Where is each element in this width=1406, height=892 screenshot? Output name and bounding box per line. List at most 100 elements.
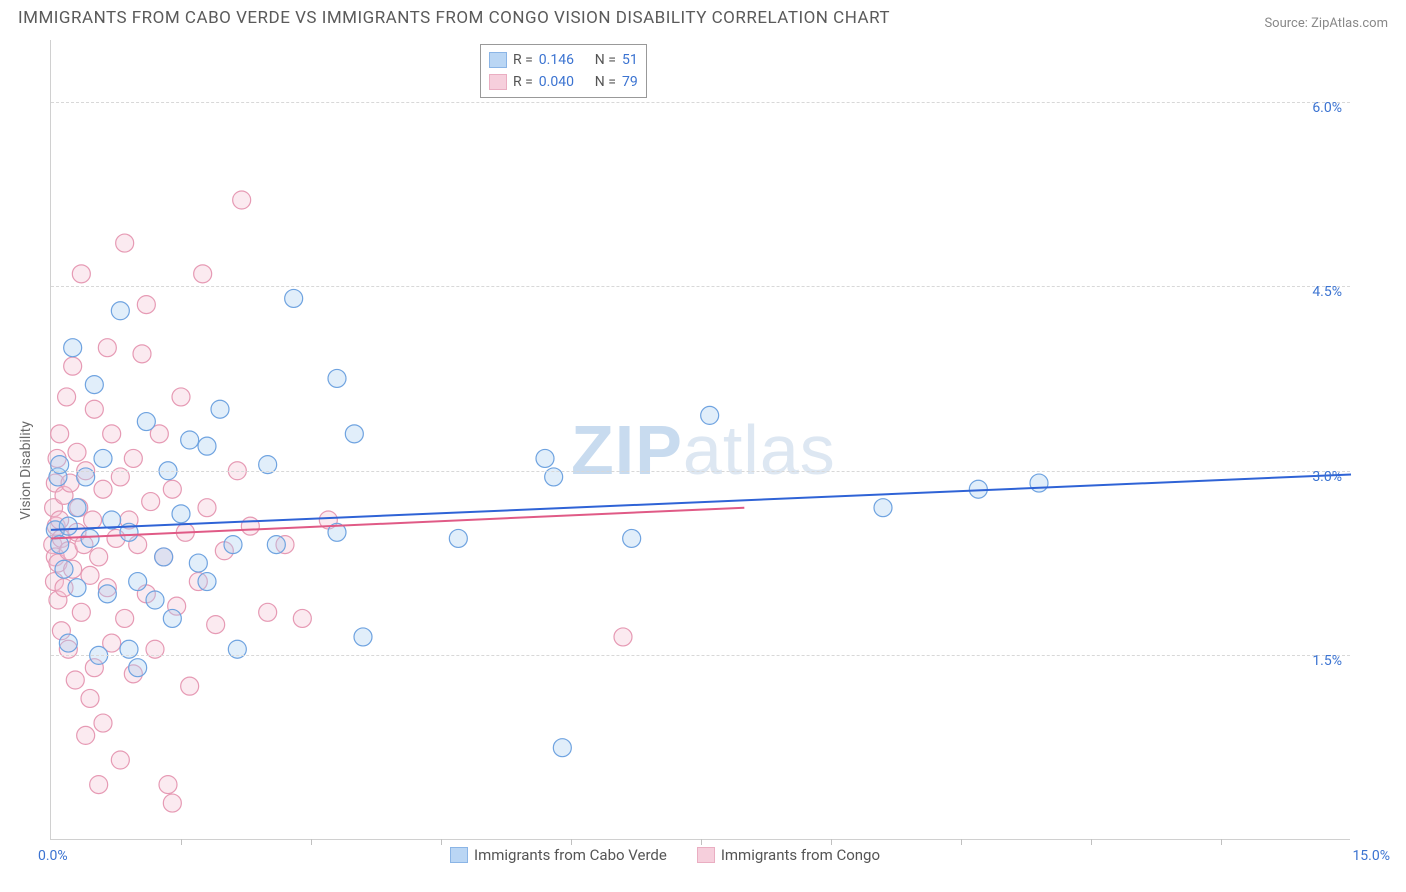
data-point-congo — [72, 603, 90, 621]
data-point-cabo_verde — [211, 400, 229, 418]
legend-N-value: 51 — [622, 52, 638, 68]
data-point-congo — [198, 499, 216, 517]
data-point-congo — [116, 609, 134, 627]
data-point-cabo_verde — [59, 517, 77, 535]
x-axis-min: 0.0% — [38, 848, 68, 864]
data-point-cabo_verde — [345, 425, 363, 443]
legend-series: Immigrants from Cabo Verde Immigrants fro… — [450, 846, 880, 864]
data-point-congo — [51, 425, 69, 443]
data-point-cabo_verde — [111, 302, 129, 320]
data-point-congo — [81, 689, 99, 707]
data-point-cabo_verde — [68, 579, 86, 597]
svg-layer — [51, 40, 1351, 840]
data-point-cabo_verde — [1030, 474, 1048, 492]
data-point-congo — [58, 388, 76, 406]
data-point-cabo_verde — [354, 628, 372, 646]
data-point-congo — [172, 388, 190, 406]
x-tick — [1221, 839, 1222, 845]
legend-label: Immigrants from Congo — [721, 846, 880, 864]
data-point-congo — [90, 548, 108, 566]
data-point-cabo_verde — [64, 339, 82, 357]
data-point-cabo_verde — [553, 739, 571, 757]
data-point-congo — [163, 480, 181, 498]
data-point-congo — [66, 671, 84, 689]
data-point-congo — [77, 726, 95, 744]
data-point-cabo_verde — [189, 554, 207, 572]
legend-stats: R =0.146N =51R =0.040N =79 — [480, 44, 647, 98]
legend-N-label: N = — [595, 74, 616, 90]
legend-N-value: 79 — [622, 74, 638, 90]
x-tick — [311, 839, 312, 845]
data-point-congo — [137, 296, 155, 314]
legend-swatch-congo — [697, 847, 715, 863]
data-point-cabo_verde — [198, 573, 216, 591]
x-tick — [441, 839, 442, 845]
legend-item-congo: Immigrants from Congo — [697, 846, 880, 864]
data-point-cabo_verde — [68, 499, 86, 517]
legend-swatch-cabo_verde — [489, 52, 507, 68]
regression-line-cabo_verde — [51, 474, 1351, 529]
data-point-cabo_verde — [85, 376, 103, 394]
legend-swatch-congo — [489, 74, 507, 90]
data-point-cabo_verde — [874, 499, 892, 517]
data-point-congo — [68, 443, 86, 461]
data-point-cabo_verde — [267, 536, 285, 554]
data-point-cabo_verde — [59, 634, 77, 652]
legend-stats-row-congo: R =0.040N =79 — [489, 71, 638, 93]
chart-title: IMMIGRANTS FROM CABO VERDE VS IMMIGRANTS… — [18, 8, 890, 28]
data-point-congo — [94, 480, 112, 498]
legend-item-cabo_verde: Immigrants from Cabo Verde — [450, 846, 667, 864]
data-point-congo — [94, 714, 112, 732]
source-attribution: Source: ZipAtlas.com — [1264, 16, 1388, 31]
x-tick — [181, 839, 182, 845]
y-axis-label: Vision Disability — [18, 421, 34, 520]
data-point-cabo_verde — [172, 505, 190, 523]
data-point-congo — [194, 265, 212, 283]
data-point-cabo_verde — [623, 529, 641, 547]
data-point-congo — [98, 339, 116, 357]
x-tick — [701, 839, 702, 845]
data-point-congo — [72, 265, 90, 283]
regression-line-congo — [51, 508, 744, 539]
x-axis-max: 15.0% — [1352, 848, 1390, 864]
y-tick-label: 4.5% — [1312, 284, 1342, 300]
data-point-congo — [159, 776, 177, 794]
data-point-congo — [103, 425, 121, 443]
x-tick — [961, 839, 962, 845]
data-point-cabo_verde — [155, 548, 173, 566]
data-point-congo — [293, 609, 311, 627]
plot-container: ZIPatlas 1.5%3.0%4.5%6.0% 0.0% 15.0% R =… — [50, 40, 1390, 840]
legend-R-label: R = — [513, 74, 533, 90]
x-tick — [571, 839, 572, 845]
data-point-cabo_verde — [163, 609, 181, 627]
data-point-cabo_verde — [146, 591, 164, 609]
data-point-cabo_verde — [449, 529, 467, 547]
legend-R-value: 0.146 — [539, 52, 589, 68]
data-point-cabo_verde — [328, 369, 346, 387]
gridline-h — [51, 102, 1350, 103]
data-point-congo — [124, 449, 142, 467]
data-point-cabo_verde — [181, 431, 199, 449]
y-tick-label: 1.5% — [1312, 653, 1342, 669]
data-point-congo — [259, 603, 277, 621]
data-point-congo — [85, 400, 103, 418]
data-point-cabo_verde — [129, 659, 147, 677]
legend-stats-row-cabo_verde: R =0.146N =51 — [489, 49, 638, 71]
data-point-congo — [133, 345, 151, 363]
gridline-h — [51, 471, 1350, 472]
data-point-cabo_verde — [94, 449, 112, 467]
data-point-congo — [207, 616, 225, 634]
legend-N-label: N = — [595, 52, 616, 68]
gridline-h — [51, 286, 1350, 287]
data-point-cabo_verde — [285, 289, 303, 307]
data-point-congo — [241, 517, 259, 535]
data-point-congo — [111, 751, 129, 769]
legend-label: Immigrants from Cabo Verde — [474, 846, 667, 864]
data-point-congo — [233, 191, 251, 209]
data-point-cabo_verde — [55, 560, 73, 578]
source-label: Source: — [1264, 16, 1307, 31]
gridline-h — [51, 655, 1350, 656]
data-point-cabo_verde — [137, 413, 155, 431]
y-tick-label: 6.0% — [1312, 100, 1342, 116]
source-value: ZipAtlas.com — [1311, 16, 1388, 31]
